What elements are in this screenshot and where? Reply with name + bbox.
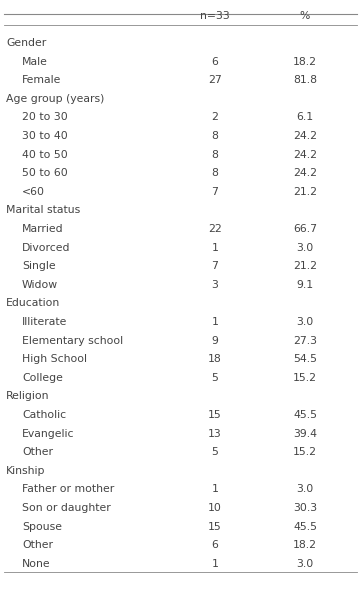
Text: 1: 1 [212,485,218,494]
Text: 66.7: 66.7 [293,224,317,234]
Text: 1: 1 [212,317,218,327]
Text: 6: 6 [212,56,218,67]
Text: 21.2: 21.2 [293,261,317,271]
Text: 9.1: 9.1 [296,280,314,290]
Text: 1: 1 [212,242,218,253]
Text: Education: Education [6,299,60,308]
Text: High School: High School [22,354,87,364]
Text: Spouse: Spouse [22,521,62,532]
Text: 3: 3 [212,280,218,290]
Text: Divorced: Divorced [22,242,70,253]
Text: 8: 8 [212,168,218,178]
Text: 40 to 50: 40 to 50 [22,149,68,160]
Text: 50 to 60: 50 to 60 [22,168,68,178]
Text: 7: 7 [212,261,218,271]
Text: Age group (years): Age group (years) [6,94,104,104]
Text: 3.0: 3.0 [296,242,314,253]
Text: %: % [300,11,310,21]
Text: 3.0: 3.0 [296,485,314,494]
Text: 1: 1 [212,559,218,569]
Text: 7: 7 [212,187,218,197]
Text: Other: Other [22,447,53,457]
Text: 15: 15 [208,521,222,532]
Text: 13: 13 [208,428,222,439]
Text: 15: 15 [208,410,222,420]
Text: 6: 6 [212,540,218,550]
Text: 22: 22 [208,224,222,234]
Text: 81.8: 81.8 [293,75,317,85]
Text: Catholic: Catholic [22,410,66,420]
Text: 9: 9 [212,335,218,346]
Text: Female: Female [22,75,61,85]
Text: Evangelic: Evangelic [22,428,74,439]
Text: 15.2: 15.2 [293,447,317,457]
Text: <60: <60 [22,187,45,197]
Text: 24.2: 24.2 [293,168,317,178]
Text: Father or mother: Father or mother [22,485,114,494]
Text: Widow: Widow [22,280,58,290]
Text: 54.5: 54.5 [293,354,317,364]
Text: 3.0: 3.0 [296,317,314,327]
Text: 3.0: 3.0 [296,559,314,569]
Text: None: None [22,559,51,569]
Text: Male: Male [22,56,48,67]
Text: 45.5: 45.5 [293,521,317,532]
Text: 20 to 30: 20 to 30 [22,113,68,122]
Text: Son or daughter: Son or daughter [22,503,111,513]
Text: 5: 5 [212,447,218,457]
Text: 18.2: 18.2 [293,540,317,550]
Text: 21.2: 21.2 [293,187,317,197]
Text: Marital status: Marital status [6,206,80,215]
Text: 10: 10 [208,503,222,513]
Text: Other: Other [22,540,53,550]
Text: Single: Single [22,261,56,271]
Text: Illiterate: Illiterate [22,317,68,327]
Text: 24.2: 24.2 [293,131,317,141]
Text: 2: 2 [212,113,218,122]
Text: 5: 5 [212,373,218,382]
Text: 6.1: 6.1 [296,113,314,122]
Text: 24.2: 24.2 [293,149,317,160]
Text: 30 to 40: 30 to 40 [22,131,68,141]
Text: 27.3: 27.3 [293,335,317,346]
Text: Religion: Religion [6,392,49,401]
Text: Kinship: Kinship [6,466,45,476]
Text: 27: 27 [208,75,222,85]
Text: 39.4: 39.4 [293,428,317,439]
Text: 8: 8 [212,149,218,160]
Text: 45.5: 45.5 [293,410,317,420]
Text: 18.2: 18.2 [293,56,317,67]
Text: 30.3: 30.3 [293,503,317,513]
Text: Gender: Gender [6,38,46,48]
Text: 8: 8 [212,131,218,141]
Text: n=33: n=33 [200,11,230,21]
Text: 18: 18 [208,354,222,364]
Text: Married: Married [22,224,64,234]
Text: 15.2: 15.2 [293,373,317,382]
Text: Elementary school: Elementary school [22,335,123,346]
Text: College: College [22,373,63,382]
